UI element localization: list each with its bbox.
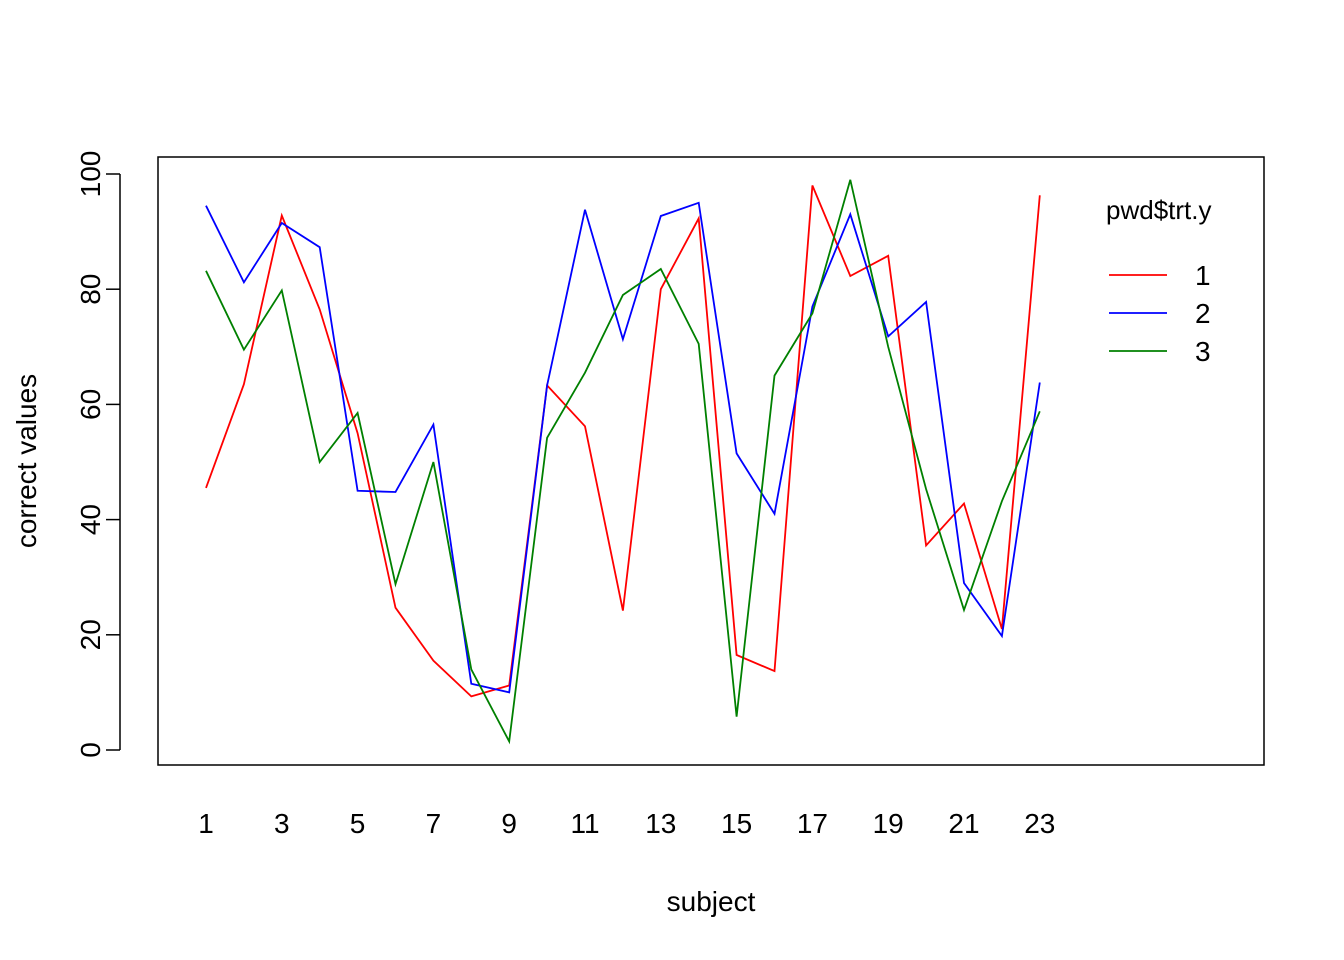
x-tick-label: 11 bbox=[570, 808, 599, 839]
x-tick-label: 7 bbox=[426, 808, 442, 839]
series-line-1 bbox=[205, 185, 1041, 698]
series-line-2 bbox=[205, 201, 1041, 694]
y-tick-label: 80 bbox=[75, 274, 106, 305]
y-tick-label: 100 bbox=[75, 151, 106, 198]
legend-title: pwd$trt.y bbox=[1106, 195, 1212, 225]
y-axis: 0 20 40 60 80 100 bbox=[75, 151, 121, 758]
legend-label-2: 2 bbox=[1195, 298, 1211, 329]
series-layer bbox=[205, 179, 1041, 745]
x-tick-label: 15 bbox=[721, 808, 752, 839]
y-tick-label: 20 bbox=[75, 619, 106, 650]
legend-label-1: 1 bbox=[1195, 260, 1211, 291]
series-line-3 bbox=[205, 179, 1041, 745]
y-tick-label: 40 bbox=[75, 504, 106, 535]
x-tick-label: 21 bbox=[948, 808, 979, 839]
x-tick-label: 13 bbox=[645, 808, 676, 839]
x-tick-label: 3 bbox=[274, 808, 290, 839]
x-tick-label: 17 bbox=[797, 808, 828, 839]
x-tick-label: 5 bbox=[350, 808, 366, 839]
legend: pwd$trt.y 1 2 3 bbox=[1106, 195, 1212, 367]
x-tick-label: 9 bbox=[501, 808, 517, 839]
legend-label-3: 3 bbox=[1195, 336, 1211, 367]
plot-frame bbox=[157, 156, 1265, 766]
y-axis-label: correct values bbox=[11, 374, 42, 548]
x-axis: 1 3 5 7 9 11 13 15 17 19 21 23 bbox=[198, 808, 1055, 839]
x-axis-label: subject bbox=[667, 886, 756, 917]
y-tick-label: 60 bbox=[75, 389, 106, 420]
x-tick-label: 1 bbox=[198, 808, 214, 839]
x-tick-label: 19 bbox=[873, 808, 904, 839]
y-tick-label: 0 bbox=[75, 742, 106, 758]
x-tick-label: 23 bbox=[1024, 808, 1055, 839]
